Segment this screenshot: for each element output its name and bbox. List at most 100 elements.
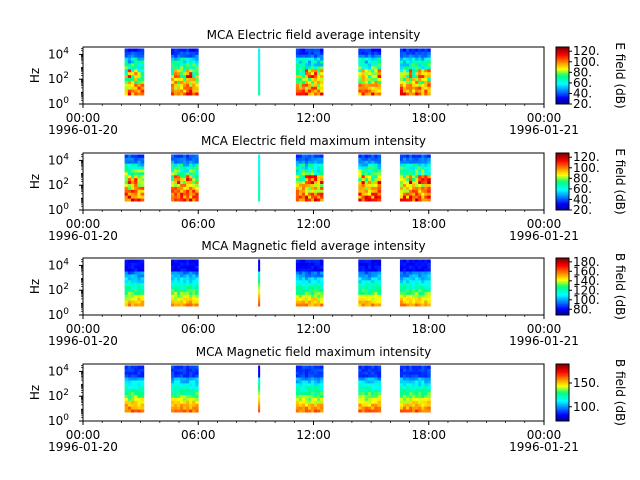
- spectrogram-cell: [412, 279, 416, 284]
- spectrogram-cell: [174, 382, 178, 387]
- spectrogram-cell: [364, 65, 369, 70]
- spectrogram-cell: [127, 274, 132, 278]
- spectrogram-cell: [374, 169, 378, 173]
- spectrogram-cell: [317, 54, 321, 58]
- spectrogram-cell: [421, 68, 425, 73]
- spectrogram-cell: [295, 51, 300, 55]
- spectrogram-cell: [421, 385, 425, 390]
- spectrogram-cell: [192, 65, 196, 70]
- spectrogram-cell: [134, 382, 138, 387]
- spectrogram-cell: [131, 274, 135, 278]
- spectrogram-cell: [317, 371, 321, 375]
- spectrogram-cell: [364, 400, 369, 404]
- spectrogram-cell: [415, 154, 419, 158]
- spectrogram-cell: [364, 297, 369, 301]
- spectrogram-cell: [189, 394, 193, 398]
- spectrogram-cell: [421, 276, 425, 281]
- spectrogram-cell: [171, 186, 175, 190]
- spectrogram-cell: [174, 303, 178, 307]
- spectrogram-cell: [412, 282, 416, 287]
- spectrogram-cell: [377, 57, 382, 61]
- spectrogram-cell: [186, 385, 190, 390]
- spectrogram-cell: [195, 166, 199, 170]
- spectrogram-cell: [171, 297, 175, 301]
- data-segment: [295, 154, 324, 202]
- spectrogram-cell: [183, 154, 187, 158]
- spectrogram-cell: [174, 195, 178, 199]
- spectrogram-cell: [124, 68, 129, 73]
- spectrogram-cell: [371, 177, 375, 182]
- spectrogram-cell: [127, 406, 132, 410]
- spectrogram-cell: [415, 60, 419, 64]
- spectrogram-cell: [424, 271, 428, 275]
- spectrogram-cell: [399, 371, 404, 375]
- spectrogram-cell: [314, 274, 318, 278]
- spectrogram-cell: [140, 368, 145, 372]
- spectrogram-cell: [317, 180, 321, 184]
- spectrogram-cell: [137, 374, 142, 378]
- spectrogram-cell: [314, 259, 318, 263]
- spectrogram-cell: [374, 294, 378, 298]
- spectrogram-cell: [298, 371, 303, 375]
- colorbar-cell: [556, 371, 569, 373]
- spectrogram-cell: [424, 406, 428, 410]
- spectrogram-cell: [402, 65, 407, 70]
- y-tick-label: 100: [48, 96, 69, 111]
- spectrogram-cell: [134, 294, 138, 298]
- spectrogram-cell: [424, 291, 428, 295]
- spectrogram-cell: [304, 276, 309, 281]
- spectrogram-cell: [258, 192, 261, 196]
- spectrogram-cell: [137, 157, 142, 161]
- spectrogram-cell: [415, 68, 419, 73]
- spectrogram-cell: [367, 174, 372, 179]
- spectrogram-cell: [406, 282, 410, 287]
- spectrogram-cell: [412, 160, 416, 164]
- spectrogram-cell: [409, 57, 413, 61]
- spectrogram-cell: [131, 157, 135, 161]
- spectrogram-cell: [421, 300, 425, 304]
- spectrogram-cell: [258, 377, 261, 381]
- spectrogram-cell: [186, 262, 190, 266]
- spectrogram-cell: [358, 51, 362, 55]
- spectrogram-cell: [371, 166, 375, 170]
- colorbar-tick-label: 120.: [573, 283, 600, 297]
- spectrogram-cell: [371, 382, 375, 387]
- spectrogram-cell: [180, 177, 184, 182]
- spectrogram-cell: [314, 271, 318, 275]
- spectrogram-cell: [301, 54, 306, 58]
- spectrogram-cell: [367, 71, 372, 76]
- spectrogram-cell: [314, 89, 318, 93]
- spectrogram-cell: [192, 77, 196, 81]
- spectrogram-cell: [127, 368, 132, 372]
- spectrogram-cell: [377, 177, 382, 182]
- spectrogram-cell: [367, 48, 372, 52]
- x-tick-label: 06:00: [181, 217, 216, 231]
- x-date-start: 1996-01-20: [48, 440, 118, 454]
- spectrogram-cell: [314, 68, 318, 73]
- spectrogram-cell: [124, 300, 129, 304]
- spectrogram-cell: [180, 400, 184, 404]
- spectrogram-cell: [189, 92, 193, 96]
- spectrogram-cell: [183, 89, 187, 93]
- spectrogram-cell: [127, 365, 132, 369]
- spectrogram-cell: [367, 183, 372, 187]
- spectrogram-cell: [412, 271, 416, 275]
- spectrogram-cell: [134, 300, 138, 304]
- spectrogram-cell: [295, 265, 300, 269]
- spectrogram-cell: [402, 186, 407, 190]
- spectrogram-cell: [174, 63, 178, 67]
- spectrogram-cell: [180, 74, 184, 78]
- spectrogram-cell: [124, 192, 129, 196]
- spectrogram-cell: [140, 60, 145, 64]
- spectrogram-cell: [171, 374, 175, 378]
- spectrogram-cell: [137, 92, 142, 96]
- colorbar-cell: [556, 65, 569, 68]
- spectrogram-cell: [298, 195, 303, 199]
- spectrogram-cell: [371, 391, 375, 395]
- spectrogram-cell: [295, 368, 300, 372]
- spectrogram-cell: [377, 180, 382, 184]
- spectrogram-cell: [421, 71, 425, 76]
- spectrogram-cell: [304, 303, 309, 307]
- spectrogram-cell: [421, 282, 425, 287]
- spectrogram-cell: [295, 371, 300, 375]
